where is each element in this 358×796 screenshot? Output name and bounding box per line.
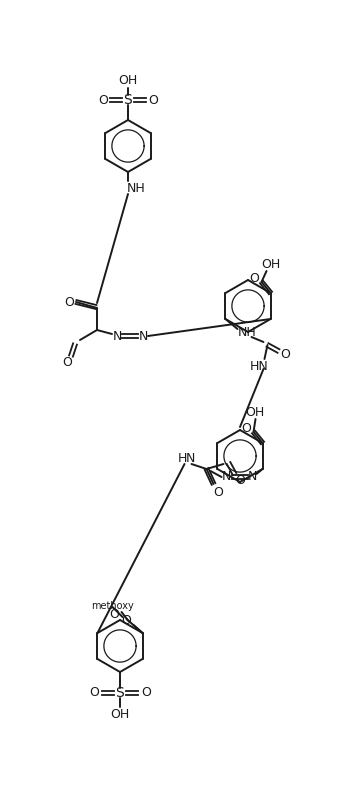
Text: N: N	[222, 470, 231, 483]
Text: O: O	[122, 615, 131, 627]
Text: NH: NH	[238, 326, 257, 340]
Text: HN: HN	[250, 361, 269, 373]
Text: OH: OH	[261, 259, 280, 271]
Text: O: O	[98, 93, 108, 107]
Text: O: O	[110, 608, 120, 622]
Text: O: O	[148, 93, 158, 107]
Text: S: S	[124, 93, 132, 107]
Text: O: O	[214, 486, 223, 500]
Text: O: O	[250, 271, 260, 284]
Text: O: O	[242, 422, 251, 435]
Text: N: N	[138, 330, 148, 342]
Text: O: O	[141, 686, 151, 700]
Text: OH: OH	[118, 75, 137, 88]
Text: NH: NH	[127, 181, 145, 194]
Text: N: N	[112, 330, 122, 342]
Text: O: O	[62, 356, 72, 369]
Text: OH: OH	[110, 708, 130, 721]
Text: S: S	[116, 686, 124, 700]
Text: O: O	[64, 295, 74, 309]
Text: O: O	[236, 474, 246, 486]
Text: N: N	[248, 470, 257, 483]
Text: OH: OH	[245, 407, 264, 419]
Text: methoxy: methoxy	[91, 601, 134, 611]
Text: H: H	[178, 452, 187, 466]
Text: O: O	[89, 686, 99, 700]
Text: O: O	[281, 349, 290, 361]
Text: N: N	[186, 452, 195, 466]
